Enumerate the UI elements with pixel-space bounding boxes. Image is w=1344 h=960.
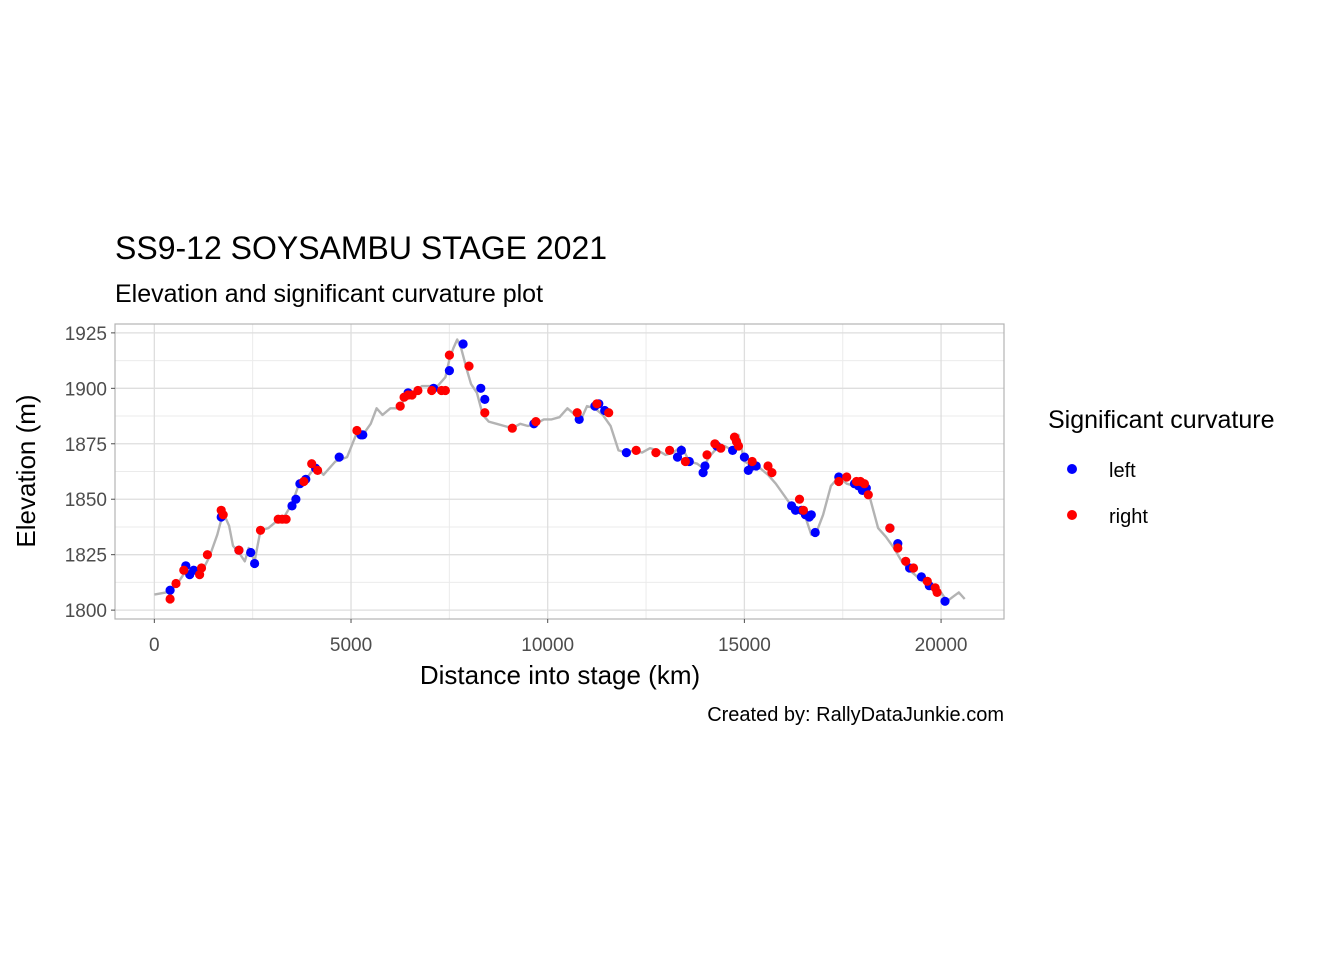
y-tick-label: 1850: [65, 490, 107, 511]
x-tick-label: 0: [149, 635, 160, 656]
left-curvature-point: [940, 596, 950, 606]
x-tick-label: 15000: [718, 635, 771, 656]
y-tick-label: 1875: [65, 435, 107, 456]
left-curvature-point: [806, 510, 816, 520]
right-curvature-point: [234, 545, 244, 555]
x-tick-label: 20000: [915, 635, 968, 656]
right-curvature-point: [196, 563, 207, 573]
legend-right-key: [1067, 510, 1077, 520]
legend-title: Significant curvature: [1048, 406, 1275, 434]
panel-border: [114, 323, 1005, 620]
right-curvature-point: [165, 594, 175, 604]
right-curvature-point: [307, 459, 317, 469]
left-curvature-point: [700, 461, 710, 471]
right-curvature-point: [665, 445, 675, 455]
right-curvature-point: [179, 565, 189, 575]
right-curvature-point: [427, 385, 437, 396]
right-curvature-point: [440, 385, 450, 396]
right-curvature-point: [255, 525, 266, 535]
right-curvature-point: [893, 543, 903, 553]
chart-subtitle: Elevation and significant curvature plot: [115, 280, 543, 308]
y-tick-label: 1900: [65, 379, 107, 400]
right-curvature-point: [842, 472, 852, 482]
y-axis-ticks: 1800 1825 1850 1875 1900 1925: [65, 324, 115, 622]
right-curvature-point: [733, 441, 744, 451]
left-curvature-point: [334, 452, 344, 462]
right-curvature-point: [932, 587, 942, 598]
y-tick-label: 1800: [65, 601, 107, 622]
y-tick-label: 1825: [65, 546, 107, 567]
right-curvature-point: [747, 456, 757, 467]
right-curvature-point: [413, 385, 423, 396]
left-curvature-point: [739, 452, 750, 462]
left-curvature-point: [480, 394, 490, 404]
y-axis-label: Elevation (m): [11, 394, 41, 547]
legend-left-key: [1067, 464, 1077, 474]
x-axis-ticks: 0 5000 10000 15000 20000: [149, 619, 967, 656]
left-curvature-point: [458, 339, 468, 349]
right-curvature-point: [395, 401, 405, 411]
right-curvature-point: [767, 468, 777, 478]
right-curvature-point: [922, 576, 932, 586]
left-curvature-point: [672, 452, 683, 462]
right-curvature-point: [798, 505, 809, 515]
right-curvature-points: [165, 350, 942, 604]
left-curvature-point: [250, 558, 260, 569]
right-curvature-point: [863, 490, 873, 500]
x-tick-label: 10000: [521, 635, 574, 656]
right-curvature-point: [716, 443, 726, 453]
left-curvature-point: [444, 366, 454, 376]
right-curvature-point: [202, 550, 212, 560]
right-curvature-point: [631, 445, 641, 455]
left-curvature-point: [246, 547, 256, 558]
right-curvature-point: [834, 476, 844, 487]
legend: Significant curvature left right: [1048, 406, 1275, 528]
right-curvature-point: [480, 408, 490, 418]
right-curvature-point: [901, 556, 911, 566]
right-curvature-point: [859, 479, 870, 489]
right-curvature-point: [299, 476, 309, 487]
x-tick-label: 5000: [330, 635, 372, 656]
right-curvature-point: [464, 361, 474, 371]
right-curvature-point: [531, 417, 541, 427]
right-curvature-point: [885, 523, 895, 533]
chart-title: SS9-12 SOYSAMBU STAGE 2021: [115, 230, 607, 266]
left-curvature-point: [291, 494, 301, 504]
x-axis-label: Distance into stage (km): [420, 660, 700, 690]
right-curvature-point: [352, 425, 362, 436]
right-curvature-point: [507, 423, 517, 433]
right-curvature-point: [604, 408, 614, 418]
right-curvature-point: [313, 465, 323, 475]
chart-caption: Created by: RallyDataJunkie.com: [707, 704, 1004, 726]
right-curvature-point: [908, 563, 919, 573]
right-curvature-point: [592, 399, 602, 409]
right-curvature-point: [680, 456, 691, 467]
right-curvature-point: [171, 578, 181, 589]
right-curvature-point: [794, 494, 805, 504]
left-curvature-point: [810, 527, 820, 538]
right-curvature-point: [572, 408, 582, 418]
right-curvature-point: [651, 448, 661, 458]
left-curvature-point: [287, 501, 297, 511]
right-curvature-point: [281, 514, 291, 524]
right-curvature-point: [702, 450, 712, 460]
left-curvature-point: [621, 448, 632, 458]
left-curvature-point: [476, 383, 486, 393]
left-curvature-point: [165, 585, 175, 595]
left-curvature-point: [676, 445, 687, 455]
legend-left-label: left: [1109, 460, 1136, 482]
legend-right-label: right: [1109, 506, 1148, 528]
right-curvature-point: [218, 510, 228, 520]
right-curvature-point: [444, 350, 454, 360]
y-tick-label: 1925: [65, 324, 107, 345]
